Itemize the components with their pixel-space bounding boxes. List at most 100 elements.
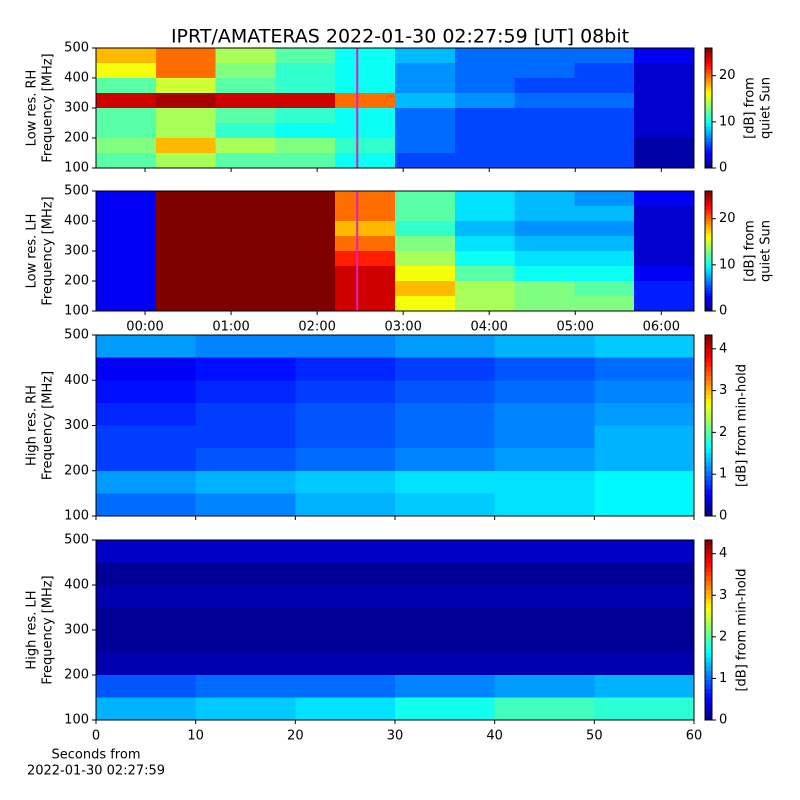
heatmap-cell: [395, 191, 456, 207]
heatmap-cell: [96, 470, 197, 494]
heatmap-cell: [275, 63, 336, 79]
heatmap-cell: [514, 251, 575, 267]
colorbar-tick-label: 20: [719, 211, 736, 226]
heatmap-cell: [454, 138, 516, 154]
heatmap-cell: [195, 607, 296, 631]
heatmap-cell: [155, 296, 217, 312]
colorbar-segment: [705, 506, 712, 512]
heatmap-cell: [335, 191, 396, 207]
heatmap-cell: [494, 493, 595, 517]
heatmap-cell: [494, 470, 595, 494]
heatmap-cell: [275, 123, 336, 139]
heatmap-cell: [295, 493, 396, 517]
heatmap-cell: [215, 251, 276, 267]
colorbar-segment: [705, 299, 712, 303]
heatmap-cell: [295, 585, 396, 608]
y-axis-label: Low res. LH: [25, 214, 40, 289]
y-tick-label: 300: [64, 101, 89, 116]
figure-title: IPRT/AMATERAS 2022-01-30 02:27:59 [UT] 0…: [171, 26, 629, 48]
heatmap-cell: [96, 206, 157, 222]
heatmap-cell: [494, 380, 595, 404]
heatmap-cell: [454, 93, 516, 109]
heatmap-cell: [634, 93, 695, 109]
y-axis-label: High res. LH: [25, 590, 40, 669]
heatmap-cell: [215, 78, 276, 94]
heatmap-cell: [454, 78, 516, 94]
heatmap-cell: [395, 123, 456, 139]
heatmap-cell: [395, 448, 496, 472]
heatmap-cell: [96, 697, 197, 721]
heatmap-cell: [275, 251, 336, 267]
colorbar-segment: [705, 657, 712, 662]
colorbar-segment: [705, 576, 712, 581]
colorbar-segment: [705, 72, 712, 76]
colorbar-segment: [705, 612, 712, 617]
x-tick-label: 20: [287, 729, 304, 744]
heatmap-cell: [574, 108, 635, 124]
heatmap-cell: [155, 236, 217, 252]
colorbar-segment: [705, 248, 712, 252]
colorbar-segment: [705, 123, 712, 127]
colorbar-segment: [705, 643, 712, 649]
y-tick-label: 200: [64, 668, 89, 683]
colorbar-segment: [705, 675, 712, 680]
heatmap-cell: [395, 281, 456, 297]
colorbar-segment: [705, 679, 712, 685]
colorbar-segment: [705, 93, 712, 97]
colorbar-segment: [705, 371, 712, 377]
heatmap-cell: [574, 296, 635, 312]
colorbar-segment: [705, 416, 712, 422]
heatmap-cell: [96, 540, 197, 563]
heatmap-cell: [96, 138, 157, 154]
heatmap-cell: [295, 380, 396, 404]
heatmap-cell: [594, 470, 695, 494]
colorbar-segment: [705, 144, 712, 148]
colorbar-segment: [705, 580, 712, 586]
heatmap-cell: [514, 78, 575, 94]
y-tick-label: 500: [64, 41, 89, 56]
colorbar-segment: [705, 75, 712, 79]
heatmap-cell: [295, 562, 396, 586]
colorbar-segment: [705, 348, 712, 354]
heatmap-cell: [155, 266, 217, 282]
heatmap-cell: [96, 236, 157, 252]
colorbar-segment: [705, 233, 712, 237]
colorbar-segment: [705, 203, 712, 207]
heatmap-cell: [96, 251, 157, 267]
colorbar-segment: [705, 567, 712, 572]
heatmap-cell: [295, 335, 396, 359]
heatmap-cell: [195, 697, 296, 721]
colorbar-segment: [705, 302, 712, 306]
heatmap-cell: [155, 138, 217, 154]
x-tick-label: 30: [387, 729, 404, 744]
heatmap-cell: [195, 562, 296, 586]
heatmap-cell: [275, 296, 336, 312]
heatmap-cell: [215, 48, 276, 64]
colorbar-segment: [705, 697, 712, 703]
heatmap-cell: [634, 251, 695, 267]
heatmap-cell: [195, 493, 296, 517]
heatmap-cell: [514, 138, 575, 154]
heatmap-cell: [155, 221, 217, 237]
heatmap-cell: [395, 221, 456, 237]
colorbar-segment: [705, 357, 712, 363]
heatmap-cell: [96, 191, 157, 207]
heatmap-cell: [295, 357, 396, 381]
colorbar-segment: [705, 353, 712, 359]
y-tick-label: 100: [64, 161, 89, 176]
colorbar-segment: [705, 126, 712, 130]
heatmap-cell: [155, 78, 217, 94]
heatmap-cell: [395, 402, 496, 426]
colorbar-segment: [705, 344, 712, 350]
heatmap-cell: [594, 562, 695, 586]
y-axis-label: High res. RH: [25, 385, 40, 466]
heatmap-cell: [494, 652, 595, 676]
colorbar-segment: [705, 688, 712, 694]
colorbar-label: [dB] from min-hold: [735, 364, 750, 487]
heatmap-cell: [155, 153, 217, 169]
colorbar-segment: [705, 466, 712, 472]
heatmap-cell: [275, 281, 336, 297]
heatmap-cell: [454, 251, 516, 267]
colorbar-segment: [705, 51, 712, 55]
heatmap-cell: [275, 206, 336, 222]
